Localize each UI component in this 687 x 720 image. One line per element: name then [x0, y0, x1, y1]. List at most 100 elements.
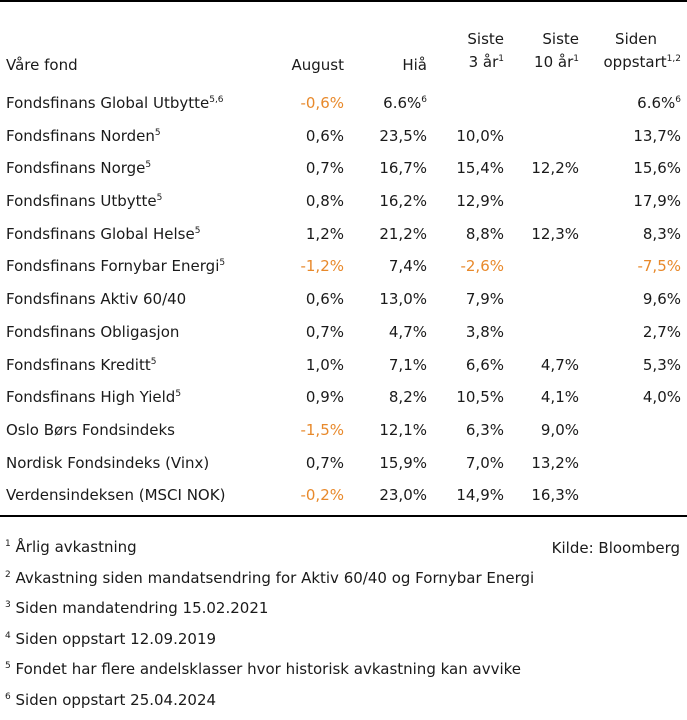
fund-name-text: Verdensindeksen (MSCI NOK) — [6, 486, 225, 504]
header-10y-line2: 10 år1 — [534, 51, 579, 73]
ytd-value: 23,5% — [379, 126, 427, 146]
ytd-value-text: 23,0% — [379, 486, 427, 504]
ten-year-value: 13,2% — [531, 453, 579, 473]
header-since-line1: Siden — [615, 28, 657, 50]
fund-name: Fondsfinans Fornybar Energi5 — [6, 256, 225, 276]
ytd-value: 6.6%6 — [383, 93, 427, 113]
ten-year-value-text: 4,1% — [541, 388, 579, 406]
fund-name: Fondsfinans Norden5 — [6, 126, 161, 146]
fund-name: Oslo Børs Fondsindeks — [6, 420, 175, 440]
ten-year-value-text: 9,0% — [541, 421, 579, 439]
three-year-value-text: 15,4% — [456, 159, 504, 177]
header-3y-line2: 3 år1 — [469, 51, 504, 73]
fund-name-text: Fondsfinans Aktiv 60/40 — [6, 290, 186, 308]
since-start-value: 13,7% — [633, 126, 681, 146]
header-ytd: Hiå — [402, 54, 427, 76]
ten-year-value-text: 12,3% — [531, 225, 579, 243]
footnote-number: 3 — [5, 600, 11, 610]
table-bottom-rule — [0, 515, 687, 517]
since-start-value: 6.6%6 — [637, 93, 681, 113]
since-start-value: 17,9% — [633, 191, 681, 211]
header-3y-line1: Siste — [467, 28, 504, 50]
ten-year-value-text: 16,3% — [531, 486, 579, 504]
three-year-value-text: 7,9% — [466, 290, 504, 308]
since-start-value: 2,7% — [643, 322, 681, 342]
header-10y-line1: Siste — [542, 28, 579, 50]
fund-name-text: Fondsfinans High Yield — [6, 388, 175, 406]
august-value-text: 1,0% — [306, 356, 344, 374]
august-value-text: 0,7% — [306, 323, 344, 341]
footnote-text: Årlig avkastning — [16, 538, 137, 556]
fund-name-text: Fondsfinans Global Utbytte — [6, 94, 209, 112]
fund-name-text: Fondsfinans Norge — [6, 159, 145, 177]
header-august: August — [292, 54, 345, 76]
fund-name: Nordisk Fondsindeks (Vinx) — [6, 453, 209, 473]
three-year-value: 6,6% — [466, 355, 504, 375]
fund-name-sup: 5 — [175, 389, 181, 399]
august-value: 0,6% — [306, 289, 344, 309]
ytd-value: 7,4% — [389, 256, 427, 276]
table-row: Nordisk Fondsindeks (Vinx)0,7%15,9%7,0%1… — [0, 447, 687, 480]
ytd-value-sup: 6 — [421, 95, 427, 105]
august-value: -1,5% — [300, 420, 344, 440]
fund-name-text: Fondsfinans Norden — [6, 127, 155, 145]
three-year-value-text: 7,0% — [466, 454, 504, 472]
ten-year-value: 12,3% — [531, 224, 579, 244]
three-year-value-text: 3,8% — [466, 323, 504, 341]
ytd-value-text: 6.6% — [383, 94, 421, 112]
august-value-text: -0,6% — [300, 94, 344, 112]
ytd-value-text: 7,4% — [389, 257, 427, 275]
ytd-value-text: 16,2% — [379, 192, 427, 210]
fund-name: Fondsfinans Utbytte5 — [6, 191, 162, 211]
header-since-text: oppstart — [604, 53, 667, 71]
august-value-text: 0,9% — [306, 388, 344, 406]
since-start-value-text: 13,7% — [633, 127, 681, 145]
fund-name: Fondsfinans Obligasjon — [6, 322, 179, 342]
three-year-value-text: -2,6% — [460, 257, 504, 275]
august-value: 1,2% — [306, 224, 344, 244]
ytd-value: 8,2% — [389, 387, 427, 407]
footnote-number: 5 — [5, 661, 11, 671]
ytd-value-text: 16,7% — [379, 159, 427, 177]
three-year-value: -2,6% — [460, 256, 504, 276]
table-row: Oslo Børs Fondsindeks-1,5%12,1%6,3%9,0% — [0, 414, 687, 447]
since-start-value-text: 5,3% — [643, 356, 681, 374]
since-start-value-text: 4,0% — [643, 388, 681, 406]
three-year-value: 8,8% — [466, 224, 504, 244]
source-label: Kilde: Bloomberg — [552, 538, 680, 558]
ten-year-value: 12,2% — [531, 158, 579, 178]
ytd-value: 16,2% — [379, 191, 427, 211]
three-year-value-text: 6,3% — [466, 421, 504, 439]
fund-name-sup: 5,6 — [209, 95, 223, 105]
table-row: Fondsfinans Fornybar Energi5-1,2%7,4%-2,… — [0, 250, 687, 283]
three-year-value-text: 10,0% — [456, 127, 504, 145]
since-start-value-text: 2,7% — [643, 323, 681, 341]
three-year-value-text: 12,9% — [456, 192, 504, 210]
three-year-value: 14,9% — [456, 485, 504, 505]
ytd-value: 16,7% — [379, 158, 427, 178]
since-start-value: 9,6% — [643, 289, 681, 309]
august-value-text: 1,2% — [306, 225, 344, 243]
ytd-value: 23,0% — [379, 485, 427, 505]
august-value-text: -1,5% — [300, 421, 344, 439]
ytd-value-text: 13,0% — [379, 290, 427, 308]
fund-name-text: Fondsfinans Utbytte — [6, 192, 157, 210]
three-year-value: 15,4% — [456, 158, 504, 178]
august-value: 0,9% — [306, 387, 344, 407]
since-start-value-text: 15,6% — [633, 159, 681, 177]
ytd-value-text: 23,5% — [379, 127, 427, 145]
top-rule — [0, 0, 687, 2]
fund-name: Fondsfinans Global Utbytte5,6 — [6, 93, 224, 113]
footnote-text: Siden oppstart 25.04.2024 — [16, 691, 217, 709]
fund-name-text: Oslo Børs Fondsindeks — [6, 421, 175, 439]
august-value-text: -0,2% — [300, 486, 344, 504]
ytd-value: 21,2% — [379, 224, 427, 244]
footnote-text: Avkastning siden mandatsendring for Akti… — [16, 569, 535, 587]
